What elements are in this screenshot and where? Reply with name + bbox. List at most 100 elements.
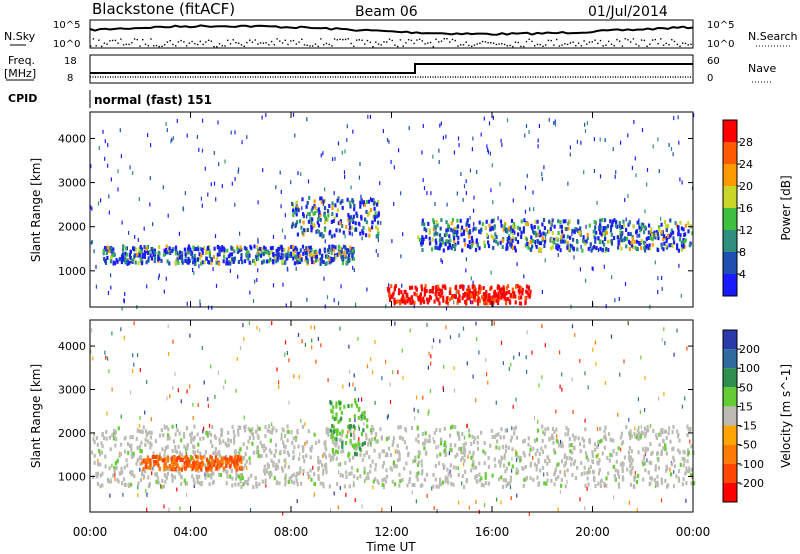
strong-echo-cell	[506, 296, 509, 301]
afternoon-band-cell	[674, 221, 677, 226]
ground-scatter-cell	[384, 479, 387, 484]
scatter-cell	[214, 394, 216, 399]
scatter-cell	[528, 512, 530, 516]
ground-scatter-cell	[348, 458, 351, 463]
scatter-cell	[343, 170, 346, 175]
strong-echo-cell	[478, 284, 481, 289]
ground-scatter-cell	[646, 447, 649, 452]
scatter-cell	[223, 385, 225, 390]
ground-scatter-cell	[374, 463, 377, 467]
afternoon-band-cell	[619, 230, 622, 235]
strong-echo-cell	[415, 292, 418, 297]
ground-scatter-cell	[566, 456, 569, 461]
ground-scatter-cell	[428, 434, 431, 439]
ground-scatter-cell	[454, 425, 457, 429]
ground-scatter-cell	[544, 427, 547, 432]
ground-scatter-cell	[161, 447, 164, 452]
ground-scatter-cell	[573, 437, 576, 442]
arc-peak-cell	[355, 211, 358, 216]
ground-scatter-cell	[630, 434, 633, 439]
ground-scatter-cell	[553, 450, 557, 455]
scatter-cell	[500, 500, 502, 505]
ground-scatter-cell	[369, 443, 373, 447]
ground-scatter-cell	[309, 455, 312, 460]
ground-scatter-cell	[579, 449, 582, 454]
ground-scatter-cell	[366, 442, 370, 447]
arc-peak-cell	[312, 211, 315, 216]
ground-scatter-cell	[416, 462, 420, 467]
arc-peak-cell	[295, 212, 298, 217]
scatter-cell	[284, 352, 286, 357]
ground-scatter-cell	[227, 430, 230, 435]
ground-scatter-cell	[678, 469, 681, 473]
strong-echo-cell	[499, 291, 503, 296]
negative-patch-cell	[200, 467, 203, 472]
ground-scatter-cell	[421, 469, 424, 473]
scatter-cell	[493, 321, 495, 326]
scatter-cell	[364, 479, 366, 484]
ground-scatter-cell	[630, 449, 633, 454]
strong-echo-cell	[520, 286, 523, 291]
afternoon-band-cell	[492, 245, 495, 250]
nsearch-dot	[364, 43, 366, 45]
ground-scatter-cell	[573, 446, 576, 451]
ground-scatter-cell	[287, 429, 290, 434]
ground-scatter-cell	[114, 430, 117, 435]
scatter-cell	[592, 266, 594, 271]
negative-patch-cell	[163, 467, 166, 472]
afternoon-band-cell	[635, 239, 638, 244]
band-lower-cell	[102, 251, 105, 256]
scatter-cell	[163, 289, 165, 294]
afternoon-band-cell	[501, 238, 504, 243]
scatter-cell	[294, 133, 296, 138]
ground-scatter-cell	[163, 425, 166, 430]
scatter-cell	[453, 150, 455, 155]
band-lower-cell	[145, 247, 148, 252]
scatter-cell	[678, 263, 680, 268]
ground-scatter-cell	[366, 472, 369, 477]
scatter-cell	[265, 483, 267, 488]
afternoon-band-cell	[680, 247, 683, 252]
negative-patch-cell	[236, 458, 239, 463]
afternoon-band-cell	[614, 223, 617, 228]
scatter-cell	[640, 355, 642, 360]
strong-echo-cell	[502, 285, 505, 290]
scatter-cell	[175, 423, 177, 428]
afternoon-band-cell	[641, 224, 644, 229]
strong-echo-cell	[518, 285, 521, 290]
scatter-cell	[198, 264, 200, 269]
nsearch-dot	[599, 39, 602, 42]
ground-scatter-cell	[385, 468, 388, 473]
strong-echo-cell	[465, 299, 468, 304]
nsearch-dot	[490, 42, 492, 44]
strong-echo-cell	[498, 297, 501, 302]
ground-scatter-cell	[113, 428, 116, 433]
band-lower-cell	[194, 247, 198, 251]
colorbar-swatch	[723, 387, 737, 407]
colorbar-tick-label: 16	[739, 202, 753, 215]
scatter-cell	[584, 122, 586, 127]
ground-scatter-cell	[641, 447, 645, 452]
green-streak-cell	[337, 420, 340, 424]
negative-patch-cell	[226, 459, 229, 464]
scatter-cell	[125, 435, 127, 440]
ground-scatter-cell	[499, 463, 502, 468]
green-streak-cell	[332, 405, 335, 410]
nsearch-dot	[101, 45, 103, 48]
ground-scatter-cell	[651, 450, 654, 455]
band-lower-cell	[279, 255, 282, 260]
afternoon-band-cell	[639, 241, 642, 245]
scatter-cell	[213, 151, 215, 155]
arc-peak-cell	[331, 201, 334, 206]
negative-patch-cell	[142, 467, 145, 472]
afternoon-band-cell	[511, 231, 514, 236]
scatter-cell	[280, 189, 282, 194]
strong-echo-cell	[415, 287, 418, 292]
afternoon-band-cell	[646, 243, 649, 248]
ground-scatter-cell	[423, 477, 426, 482]
arc-peak-cell	[361, 229, 364, 233]
band-lower-cell	[208, 254, 211, 259]
ground-scatter-cell	[690, 444, 693, 449]
band-lower-cell	[174, 261, 177, 266]
ground-scatter-cell	[244, 463, 247, 468]
